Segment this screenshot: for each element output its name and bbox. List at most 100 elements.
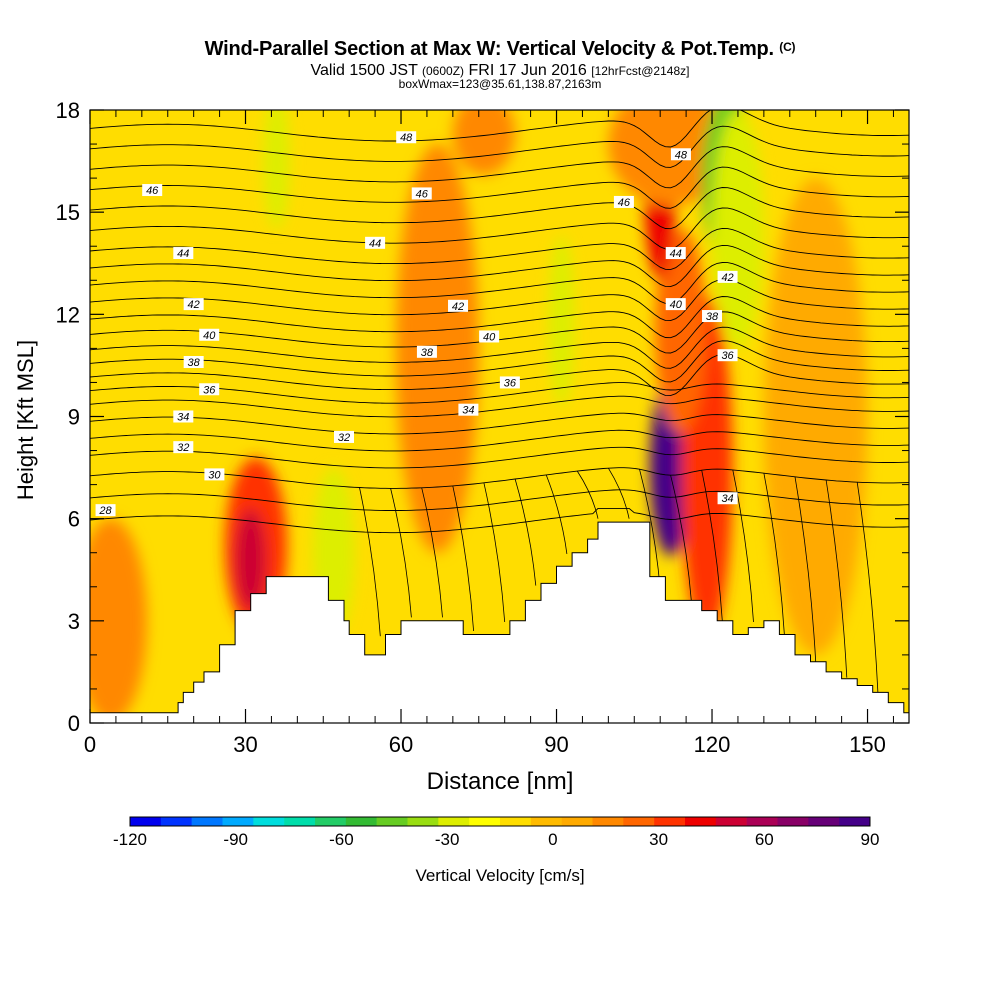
colorbar-swatch (222, 817, 254, 826)
contour-label-36: 36 (203, 384, 216, 396)
contour-label-44: 44 (670, 248, 682, 260)
contour-label-bg (365, 236, 386, 249)
velocity-blob-8 (90, 518, 148, 723)
colorbar-swatch (500, 817, 532, 826)
isentrope-44 (90, 227, 909, 271)
contour-label-46: 46 (618, 197, 631, 209)
y-axis-label: Height [Kft MSL] (13, 340, 38, 500)
colorbar: -120 -90 -60 -30 0 30 60 90 (113, 816, 880, 849)
isentrope-49 (90, 125, 909, 168)
contour-label-bg (173, 247, 194, 260)
velocity-blob-10 (452, 110, 516, 175)
isentrope-lowlevel (701, 470, 723, 623)
contour-label-48: 48 (675, 149, 688, 161)
isentrope-47 (90, 166, 909, 209)
x-tick-label: 120 (694, 732, 731, 757)
isentrope-45 (90, 207, 909, 250)
contour-label-bg (411, 187, 432, 200)
contour-label-bg (396, 131, 417, 144)
colorbar-swatch (284, 817, 316, 826)
colorbar-tick-label: -30 (435, 830, 460, 849)
contour-label-bg (665, 247, 686, 260)
colorbar-tick-label: 60 (755, 830, 774, 849)
box-wmax-info: boxWmax=123@35.61,138.87,2163m (398, 77, 602, 91)
isentrope-lowlevel (359, 487, 381, 637)
colorbar-swatch (592, 817, 624, 826)
isentrope-lowlevel (483, 482, 506, 623)
y-tick-label: 18 (56, 98, 80, 123)
contour-label-bg (142, 184, 163, 197)
isentrope-36 (90, 353, 909, 397)
velocity-blob-17 (763, 178, 868, 655)
contour-label-36: 36 (504, 377, 517, 389)
colorbar-swatch (715, 817, 747, 826)
copyright-mark: (C) (779, 40, 796, 54)
velocity-blob-12 (548, 236, 575, 407)
colorbar-tick-label: 90 (861, 830, 880, 849)
isentrope-37 (90, 340, 909, 383)
isentrope-33 (90, 412, 909, 435)
velocity-blob-13 (263, 110, 290, 230)
isentrope-lowlevel (825, 479, 848, 678)
isentrope-lowlevel (390, 488, 412, 618)
colorbar-swatch (345, 817, 377, 826)
contour-label-40: 40 (670, 299, 683, 311)
utc-time: (0600Z) (422, 64, 465, 78)
colorbar-frame (129, 816, 871, 827)
contour-label-bg (333, 430, 354, 443)
contour-label-bg (199, 383, 220, 396)
contour-label-bg (199, 328, 220, 341)
isentrope-30 (90, 467, 909, 489)
colorbar-label: Vertical Velocity [cm/s] (415, 866, 584, 885)
isentrope-31 (90, 446, 909, 469)
velocity-field (90, 110, 909, 723)
valid-date: FRI 17 Jun 2016 (468, 62, 587, 79)
isentrope-lowlevel (452, 485, 474, 632)
isentrope-42 (90, 262, 909, 305)
isentrope-29 (90, 489, 909, 511)
contour-label-bg (458, 403, 479, 416)
isentrope-38 (90, 326, 909, 369)
valid-time: Valid 1500 JST (310, 62, 418, 79)
forecast-info: [12hrFcst@2148z] (591, 64, 690, 78)
y-tick-label: 6 (68, 507, 80, 532)
colorbar-swatch (746, 817, 778, 826)
contour-labels: 46 44 42 40 38 36 34 32 30 28 48 46 44 42 40 38 36 34 32 48… (95, 131, 738, 517)
contour-label-bg (717, 349, 738, 362)
colorbar-swatch (530, 817, 562, 826)
contour-label-46: 46 (146, 185, 159, 197)
velocity-blob-9 (608, 110, 733, 206)
isentrope-lowlevel (856, 482, 879, 693)
contour-label-bg (173, 441, 194, 454)
colorbar-tick-label: -60 (329, 830, 354, 849)
contour-label-42: 42 (452, 301, 464, 313)
colorbar-swatch (777, 817, 809, 826)
colorbar-tick-label: -120 (113, 830, 147, 849)
y-tick-label: 15 (56, 200, 80, 225)
isentrope-lowlevel (732, 469, 754, 623)
velocity-blob-7 (235, 508, 267, 611)
isentrope-32 (90, 429, 909, 452)
colorbar-swatch (438, 817, 470, 826)
chart-title: Wind-Parallel Section at Max W: Vertical… (0, 38, 1000, 61)
contour-label-32: 32 (177, 442, 189, 454)
contour-label-bg (717, 270, 738, 283)
contour-label-bg (416, 345, 437, 358)
isentrope-lowlevel (670, 475, 692, 601)
isentrope-50 (90, 110, 909, 148)
isentrope-40 (90, 296, 909, 339)
title-text: Wind-Parallel Section at Max W: Vertical… (204, 38, 774, 60)
colorbar-swatch (685, 817, 717, 826)
contour-label-bg (448, 299, 469, 312)
colorbar-swatch (191, 817, 223, 826)
colorbar-swatch (160, 817, 192, 826)
isentrope-lowlevel (514, 478, 537, 586)
contour-label-bg (173, 410, 194, 423)
colorbar-swatch (130, 817, 162, 826)
contour-label-38: 38 (188, 357, 201, 369)
contour-label-42: 42 (188, 299, 200, 311)
isentrope-35 (90, 382, 909, 404)
contour-label-42: 42 (721, 272, 733, 284)
